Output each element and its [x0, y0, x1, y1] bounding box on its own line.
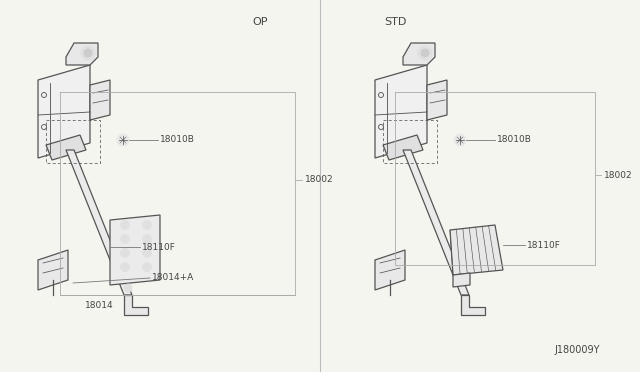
Circle shape: [143, 248, 152, 257]
Circle shape: [117, 134, 129, 146]
Polygon shape: [427, 80, 447, 120]
Circle shape: [421, 49, 429, 57]
Circle shape: [120, 248, 129, 257]
Text: 18010B: 18010B: [497, 135, 532, 144]
Polygon shape: [38, 250, 68, 290]
Polygon shape: [453, 273, 470, 287]
Text: STD: STD: [384, 17, 406, 27]
Polygon shape: [375, 250, 405, 290]
Text: 18014+A: 18014+A: [152, 273, 195, 282]
Polygon shape: [383, 135, 423, 160]
Circle shape: [124, 284, 132, 292]
Polygon shape: [124, 295, 148, 315]
Polygon shape: [66, 43, 98, 65]
Circle shape: [120, 263, 129, 272]
Circle shape: [120, 234, 129, 244]
Polygon shape: [90, 80, 110, 120]
Circle shape: [84, 49, 92, 57]
Text: 18010B: 18010B: [160, 135, 195, 144]
Circle shape: [120, 221, 129, 230]
Text: 18014: 18014: [85, 301, 114, 310]
Text: 18110F: 18110F: [142, 243, 176, 251]
Polygon shape: [375, 65, 427, 158]
Text: 18002: 18002: [305, 176, 333, 185]
Text: 18002: 18002: [604, 170, 632, 180]
Text: J180009Y: J180009Y: [554, 345, 600, 355]
Circle shape: [143, 221, 152, 230]
Polygon shape: [403, 150, 469, 295]
Polygon shape: [110, 215, 160, 285]
Circle shape: [143, 263, 152, 272]
Polygon shape: [461, 295, 485, 315]
Polygon shape: [38, 65, 90, 158]
Circle shape: [418, 46, 432, 60]
Text: OP: OP: [252, 17, 268, 27]
Polygon shape: [46, 135, 86, 160]
Circle shape: [143, 234, 152, 244]
Polygon shape: [450, 225, 503, 275]
Circle shape: [454, 134, 466, 146]
Circle shape: [81, 46, 95, 60]
Polygon shape: [66, 150, 132, 295]
Text: 18110F: 18110F: [527, 241, 561, 250]
Polygon shape: [403, 43, 435, 65]
